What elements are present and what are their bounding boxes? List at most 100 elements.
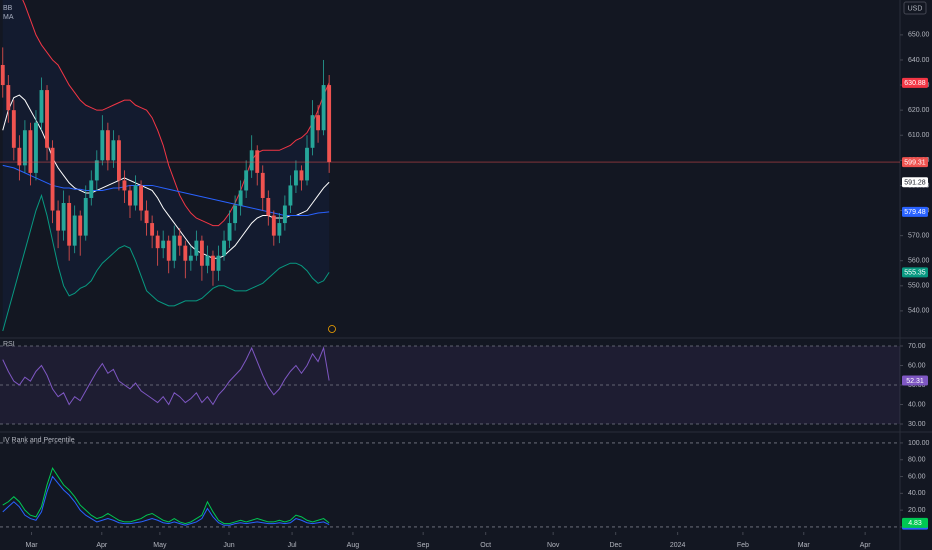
indicator-line <box>2 475 330 526</box>
y-tick-label: 70.00 <box>908 343 926 350</box>
candle-body <box>172 235 177 261</box>
candle-body <box>50 147 55 211</box>
rsi-pane <box>0 345 900 425</box>
y-tick-label: 60.00 <box>908 473 926 480</box>
candle-body <box>83 197 88 236</box>
event-icon[interactable] <box>328 325 336 333</box>
x-tick-label: Aug <box>347 542 360 549</box>
x-tick-label: Sep <box>417 542 430 549</box>
candle-body <box>260 172 265 198</box>
last-value-label: 599.31 <box>904 159 926 166</box>
candle-body <box>255 150 260 173</box>
y-tick-label: 40.00 <box>908 401 926 408</box>
candle-body <box>105 130 110 161</box>
candle-body <box>116 140 121 181</box>
y-tick-label: 60.00 <box>908 362 926 369</box>
candle-body <box>94 160 99 181</box>
last-value-label: 630.88 <box>904 80 926 87</box>
y-tick-label: 40.00 <box>908 490 926 497</box>
candle-body <box>249 150 254 171</box>
candle-body <box>100 130 105 161</box>
candle-body <box>188 255 193 261</box>
candle-body <box>56 210 61 231</box>
last-value-box <box>902 157 928 168</box>
x-tick-label: Nov <box>547 542 560 549</box>
x-tick-label: Dec <box>609 542 622 549</box>
last-value-label: 4.83 <box>908 520 922 527</box>
last-value-labels: 630.88591.28555.35579.48599.3152.312.834… <box>902 77 928 530</box>
legend-ma: MA <box>3 14 14 21</box>
candle-body <box>72 215 77 246</box>
x-tick-label: Apr <box>860 542 872 549</box>
candle-body <box>183 245 188 261</box>
y-tick-label: 650.00 <box>908 32 930 39</box>
candle-body <box>199 240 204 266</box>
iv-pane <box>0 442 900 528</box>
y-tick-label: 20.00 <box>908 507 926 514</box>
y-tick-label: 540.00 <box>908 308 930 315</box>
x-tick-label: May <box>153 542 167 549</box>
pane-title: RSI <box>3 341 15 348</box>
indicator-line <box>2 164 330 217</box>
last-value-box <box>902 77 928 88</box>
y-tick-label: 570.00 <box>908 232 930 239</box>
x-tick-label: Apr <box>96 542 108 549</box>
candle-body <box>227 223 232 241</box>
last-value-label: 555.35 <box>904 270 926 277</box>
indicator-line <box>2 346 330 406</box>
indicator-line <box>22 0 330 227</box>
last-value-label: 591.28 <box>904 180 926 187</box>
candle-body <box>144 210 149 224</box>
x-tick-label: Jun <box>223 542 234 549</box>
candle-body <box>128 190 132 206</box>
candle-body <box>327 85 332 163</box>
legend-bb: BB <box>3 5 13 12</box>
y-tick-label: 100.00 <box>908 440 930 447</box>
candle-body <box>177 235 182 246</box>
candle-body <box>139 185 143 211</box>
last-value-box <box>902 206 928 217</box>
candle-body <box>17 147 22 166</box>
y-tick-label: 30.00 <box>908 421 926 428</box>
candle-body <box>316 115 321 131</box>
candle-body <box>244 170 249 191</box>
candle-body <box>61 203 66 231</box>
candle-body <box>321 85 326 131</box>
x-tick-label: Mar <box>798 542 811 549</box>
candle-body <box>28 130 33 173</box>
candle-body <box>277 223 282 236</box>
candle-body <box>271 215 276 236</box>
x-tick-label: Feb <box>737 542 749 549</box>
candle-body <box>222 240 226 256</box>
candle-body <box>310 115 315 148</box>
last-value-box <box>902 267 928 278</box>
last-value-label: 52.31 <box>906 378 924 385</box>
candle-body <box>34 122 38 173</box>
indicator-line <box>2 193 330 332</box>
candle-body <box>45 90 49 148</box>
last-value-box <box>902 177 928 188</box>
candle-body <box>216 255 221 271</box>
price-pane <box>0 0 900 332</box>
last-value-box <box>902 517 928 528</box>
candle-body <box>305 147 309 181</box>
pane-title: IV Rank and Percentile <box>3 437 75 444</box>
candle-body <box>122 180 127 191</box>
candle-body <box>282 205 287 224</box>
candle-body <box>67 203 72 246</box>
candle-body <box>161 240 166 249</box>
y-tick-label: 550.00 <box>908 283 930 290</box>
candle-body <box>299 170 304 181</box>
x-tick-label: Oct <box>480 542 491 549</box>
candle-body <box>294 170 298 186</box>
x-tick-label: 2024 <box>670 542 686 549</box>
y-tick-label: 560.00 <box>908 258 930 265</box>
y-tick-label: 640.00 <box>908 57 930 64</box>
currency: USD <box>908 5 923 12</box>
currency-box[interactable] <box>903 1 927 15</box>
candle-body <box>0 64 5 86</box>
candle-body <box>288 185 293 206</box>
candle-body <box>89 180 94 198</box>
y-tick-label: 610.00 <box>908 132 930 139</box>
